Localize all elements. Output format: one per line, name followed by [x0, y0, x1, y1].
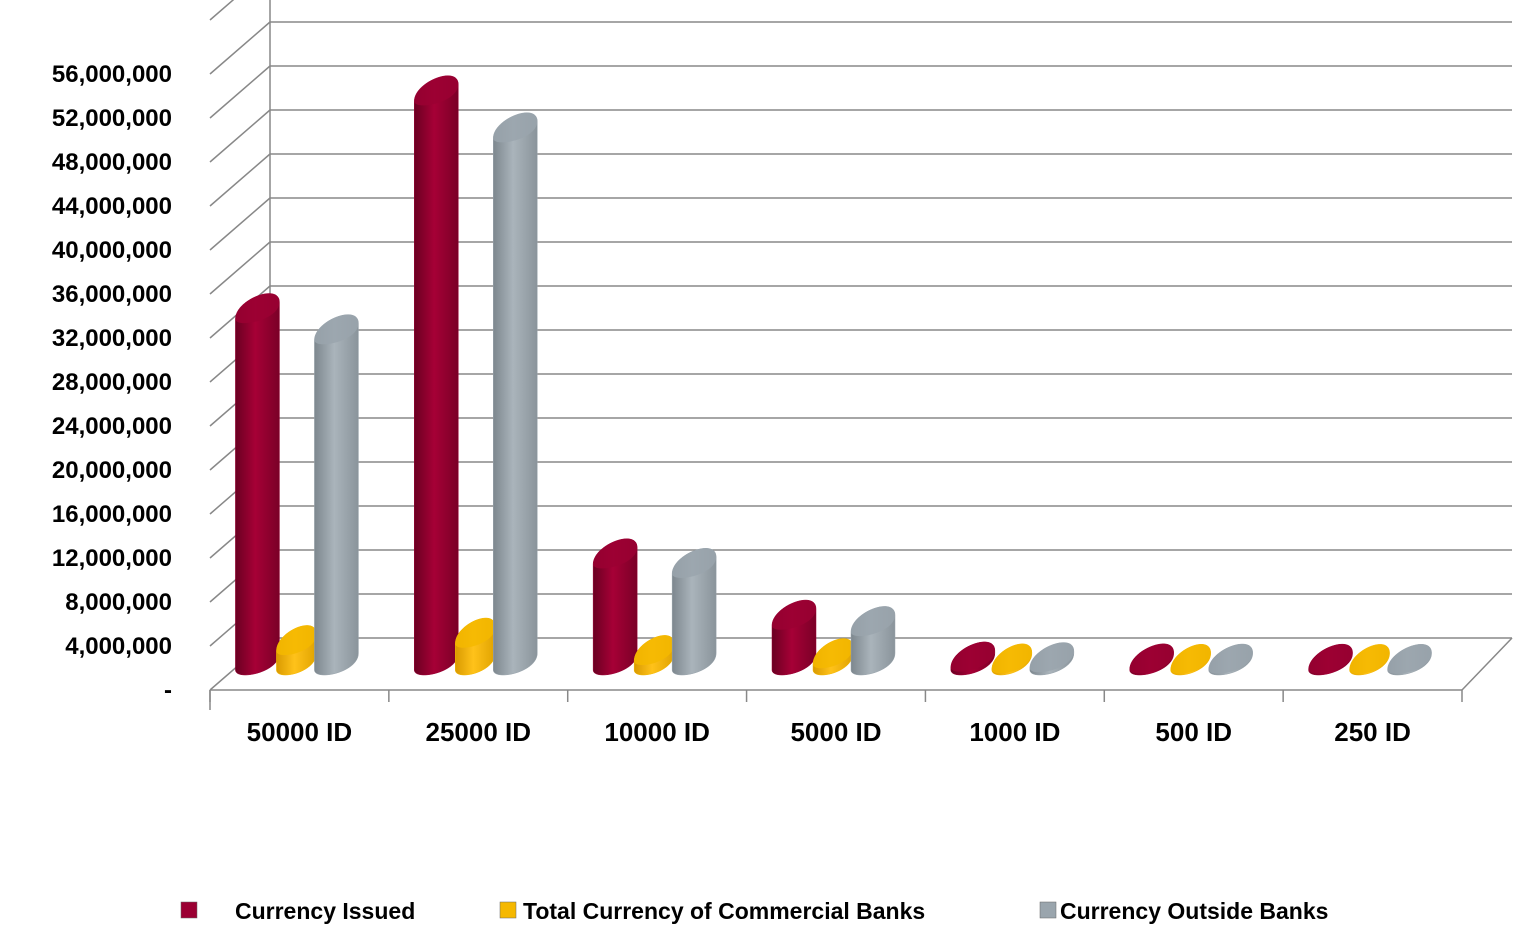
y-axis-ticks: - 4,000,000 8,000,000 12,000,000 16,000,000 2… [52, 61, 172, 704]
bar-cap [593, 538, 638, 569]
bar [592, 538, 638, 676]
bar-cap [1029, 642, 1074, 673]
legend: Currency Issued Total Currency of Commerc… [180, 898, 1328, 924]
bar [1029, 642, 1075, 676]
x-tick-label: 500 ID [1155, 717, 1232, 747]
bar [493, 112, 538, 676]
x-tick-label: 25000 ID [426, 717, 532, 747]
y-tick-label: - [164, 677, 172, 704]
x-axis-labels: 50000 ID 25000 ID 10000 ID 5000 ID 1000 ID 50… [247, 717, 1411, 747]
bar-cap [1208, 644, 1253, 674]
bar [950, 641, 996, 676]
legend-item: Total Currency of Commercial Banks [499, 898, 925, 924]
legend-label: Currency Issued [235, 898, 415, 924]
bar-body [493, 112, 538, 676]
bar-cap [772, 600, 816, 630]
bar-cap [991, 643, 1032, 674]
bar-cap [634, 635, 675, 666]
bar [235, 293, 280, 676]
bar [771, 599, 817, 676]
bar [1308, 643, 1353, 676]
y-tick-label: 36,000,000 [52, 281, 172, 308]
side-gridline [209, 109, 271, 163]
bar [1349, 644, 1390, 676]
side-gridline [209, 65, 271, 119]
y-tick-label: 28,000,000 [52, 369, 172, 396]
y-tick-label: 44,000,000 [52, 193, 172, 220]
x-tick-label: 1000 ID [969, 717, 1060, 747]
bar-cap [813, 638, 853, 669]
y-tick-label: 16,000,000 [52, 501, 172, 528]
bar [1170, 644, 1211, 676]
legend-label: Currency Outside Banks [1060, 898, 1328, 924]
y-tick-label: 56,000,000 [52, 61, 172, 88]
bar-cap [672, 548, 717, 578]
y-tick-label: 40,000,000 [52, 237, 172, 264]
bar [414, 75, 459, 676]
bar-cap [414, 75, 459, 106]
bar-body [314, 314, 359, 676]
bar [850, 606, 896, 676]
bar-cap [493, 112, 538, 143]
y-tick-label: 52,000,000 [52, 105, 172, 132]
y-tick-label: 4,000,000 [65, 633, 172, 660]
legend-swatch [180, 901, 198, 919]
bar-cap [1129, 643, 1174, 674]
legend-item: Currency Issued [180, 898, 415, 924]
bar-body [414, 75, 459, 676]
y-tick-label: 20,000,000 [52, 457, 172, 484]
bar [812, 638, 854, 676]
bar [671, 548, 717, 676]
legend-swatch [1039, 901, 1057, 919]
bar-cap [1387, 644, 1432, 674]
bar [1208, 643, 1253, 676]
bar-cap [851, 606, 895, 637]
gridlines [209, 0, 1513, 710]
side-gridline [209, 153, 271, 207]
bar [1387, 644, 1432, 676]
bar [455, 617, 496, 676]
x-tick-label: 50000 ID [247, 717, 353, 747]
y-tick-label: 48,000,000 [52, 149, 172, 176]
bars [235, 75, 1432, 676]
y-tick-label: 24,000,000 [52, 413, 172, 440]
x-tick-label: 250 ID [1334, 717, 1411, 747]
bar [1129, 643, 1174, 676]
bar-cap [276, 625, 317, 656]
y-tick-label: 8,000,000 [65, 589, 172, 616]
bar [633, 635, 675, 676]
side-gridline [209, 197, 271, 251]
bar [314, 314, 359, 676]
bar-body [235, 293, 280, 676]
bar-cap [950, 641, 995, 672]
bar [991, 643, 1033, 676]
x-tick-label: 10000 ID [604, 717, 710, 747]
y-tick-label: 12,000,000 [52, 545, 172, 572]
side-gridline [209, 241, 271, 295]
side-wall-top [209, 0, 235, 21]
bar-cap [1308, 644, 1353, 674]
bar-cap [314, 314, 359, 345]
x-tick-label: 5000 ID [790, 717, 881, 747]
bar-cap [1349, 644, 1390, 675]
bar [276, 625, 317, 676]
side-gridline [209, 21, 271, 75]
legend-label: Total Currency of Commercial Banks [523, 898, 925, 924]
floor-right-edge [1461, 637, 1513, 691]
bar-cap [455, 618, 496, 648]
bar-cap [1170, 644, 1211, 674]
bar-cap [235, 293, 280, 324]
legend-swatch [499, 901, 517, 919]
y-tick-label: 32,000,000 [52, 325, 172, 352]
legend-item: Currency Outside Banks [1039, 898, 1328, 924]
